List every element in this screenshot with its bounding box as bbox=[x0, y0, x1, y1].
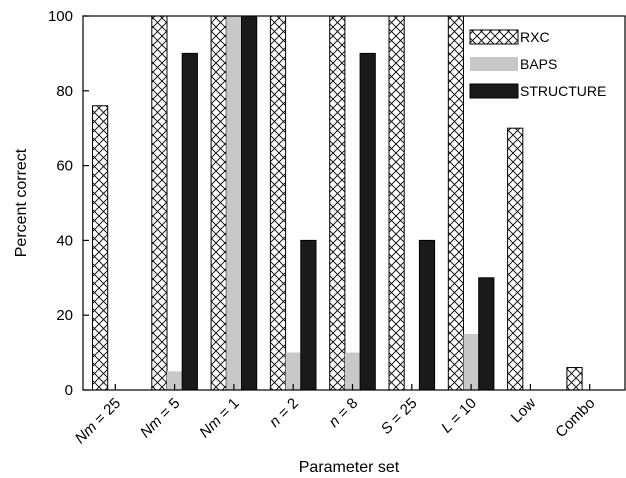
y-tick-label: 0 bbox=[65, 382, 73, 399]
legend: RXC BAPS STRUCTURE bbox=[469, 29, 606, 99]
x-tick-label: Combo bbox=[552, 395, 598, 441]
x-tick-label: Low bbox=[508, 395, 540, 427]
bar-baps-3 bbox=[285, 352, 301, 390]
x-tick-label: n = 8 bbox=[325, 395, 361, 431]
x-tick-label: L = 10 bbox=[438, 395, 480, 437]
y-tick-label: 100 bbox=[48, 8, 73, 25]
bar-structure-3 bbox=[300, 239, 317, 391]
bar-rxc-4 bbox=[329, 15, 346, 391]
plot-frame bbox=[82, 15, 626, 391]
y-axis: 0 20 40 60 80 100 bbox=[48, 8, 89, 399]
bar-rxc-5 bbox=[388, 15, 405, 391]
bar-structure-5 bbox=[418, 239, 436, 391]
plot-area bbox=[82, 15, 626, 391]
bar-rxc-7 bbox=[507, 127, 524, 391]
y-tick-label: 20 bbox=[56, 307, 73, 324]
bar-rxc-2 bbox=[210, 15, 227, 391]
bar-baps-2 bbox=[226, 16, 242, 390]
x-tick-label: Nm = 25 bbox=[72, 395, 124, 447]
y-axis-label: Percent correct bbox=[13, 148, 30, 257]
x-tick-label: Nm = 1 bbox=[196, 395, 243, 442]
bar-baps-1 bbox=[167, 371, 183, 390]
bar-structure-2 bbox=[241, 15, 258, 391]
y-tick-label: 40 bbox=[56, 232, 73, 249]
bar-structure-6 bbox=[478, 277, 495, 391]
bar-baps-4 bbox=[344, 352, 361, 390]
x-axis: Nm = 25 Nm = 5 Nm = 1 n = 2 n = 8 S = 25 L = 1… bbox=[72, 384, 599, 447]
legend-label-structure: STRUCTURE bbox=[520, 83, 606, 99]
bar-rxc-1 bbox=[151, 15, 168, 391]
y-tick-label: 60 bbox=[56, 158, 73, 175]
bar-structure-4 bbox=[359, 52, 376, 391]
bar-rxc-0 bbox=[92, 105, 109, 391]
legend-swatch-rxc bbox=[469, 29, 519, 45]
y-tick-label: 80 bbox=[56, 83, 73, 100]
bar-rxc-6 bbox=[447, 15, 464, 391]
bar-rxc-3 bbox=[269, 15, 287, 391]
x-tick-label: S = 25 bbox=[378, 395, 421, 438]
bar-baps-6 bbox=[463, 333, 479, 390]
legend-swatch-structure bbox=[469, 83, 519, 99]
x-tick-label: Nm = 5 bbox=[137, 395, 184, 442]
x-axis-label: Parameter set bbox=[299, 459, 400, 476]
legend-swatch-baps bbox=[470, 57, 518, 71]
bar-structure-1 bbox=[181, 52, 198, 391]
legend-label-baps: BAPS bbox=[520, 56, 557, 72]
bar-rxc-8 bbox=[566, 367, 583, 391]
x-tick-label: n = 2 bbox=[266, 395, 302, 431]
legend-label-rxc: RXC bbox=[520, 29, 550, 45]
